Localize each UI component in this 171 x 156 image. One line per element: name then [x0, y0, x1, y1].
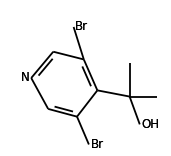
Text: N: N	[21, 71, 30, 85]
Text: OH: OH	[141, 118, 160, 131]
Bar	[133, 117, 147, 131]
Text: Br: Br	[91, 138, 104, 151]
Text: OH: OH	[141, 118, 160, 131]
Bar	[28, 71, 35, 85]
Bar	[82, 138, 96, 151]
Text: Br: Br	[91, 138, 104, 151]
Text: Br: Br	[75, 20, 88, 34]
Text: Br: Br	[75, 20, 88, 34]
Text: N: N	[21, 71, 30, 85]
Bar	[67, 20, 80, 34]
